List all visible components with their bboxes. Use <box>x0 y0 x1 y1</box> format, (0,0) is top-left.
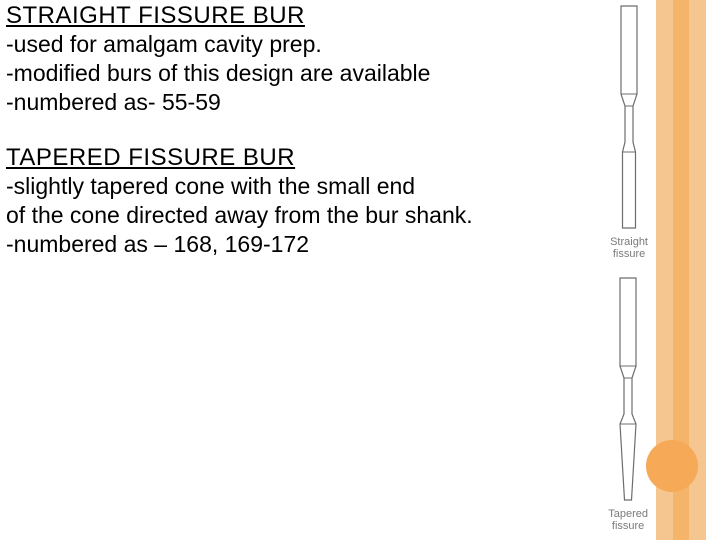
label-line: Straight <box>610 236 648 248</box>
heading-tapered: TAPERED FISSURE BUR <box>6 144 626 172</box>
text-line: -numbered as – 168, 169-172 <box>6 230 626 259</box>
heading-straight: STRAIGHT FISSURE BUR <box>6 2 626 30</box>
figure-tapered-bur: Tapered fissure <box>608 274 648 532</box>
label-line: Tapered <box>608 508 648 520</box>
accent-circle <box>646 440 698 492</box>
slide-text: STRAIGHT FISSURE BUR -used for amalgam c… <box>6 2 626 259</box>
text-line: -used for amalgam cavity prep. <box>6 30 626 59</box>
figure-label-straight: Straight fissure <box>610 236 648 260</box>
text-line: -modified burs of this design are availa… <box>6 59 626 88</box>
label-line: fissure <box>613 248 645 260</box>
text-line: -slightly tapered cone with the small en… <box>6 172 626 201</box>
tapered-bur-icon <box>611 274 645 504</box>
text-line: -numbered as- 55-59 <box>6 88 626 117</box>
section-straight-fissure: STRAIGHT FISSURE BUR -used for amalgam c… <box>6 2 626 116</box>
section-tapered-fissure: TAPERED FISSURE BUR -slightly tapered co… <box>6 144 626 258</box>
text-line: of the cone directed away from the bur s… <box>6 201 626 230</box>
figure-straight-bur: Straight fissure <box>610 2 648 260</box>
figure-label-tapered: Tapered fissure <box>608 508 648 532</box>
label-line: fissure <box>612 520 644 532</box>
straight-bur-icon <box>612 2 646 232</box>
